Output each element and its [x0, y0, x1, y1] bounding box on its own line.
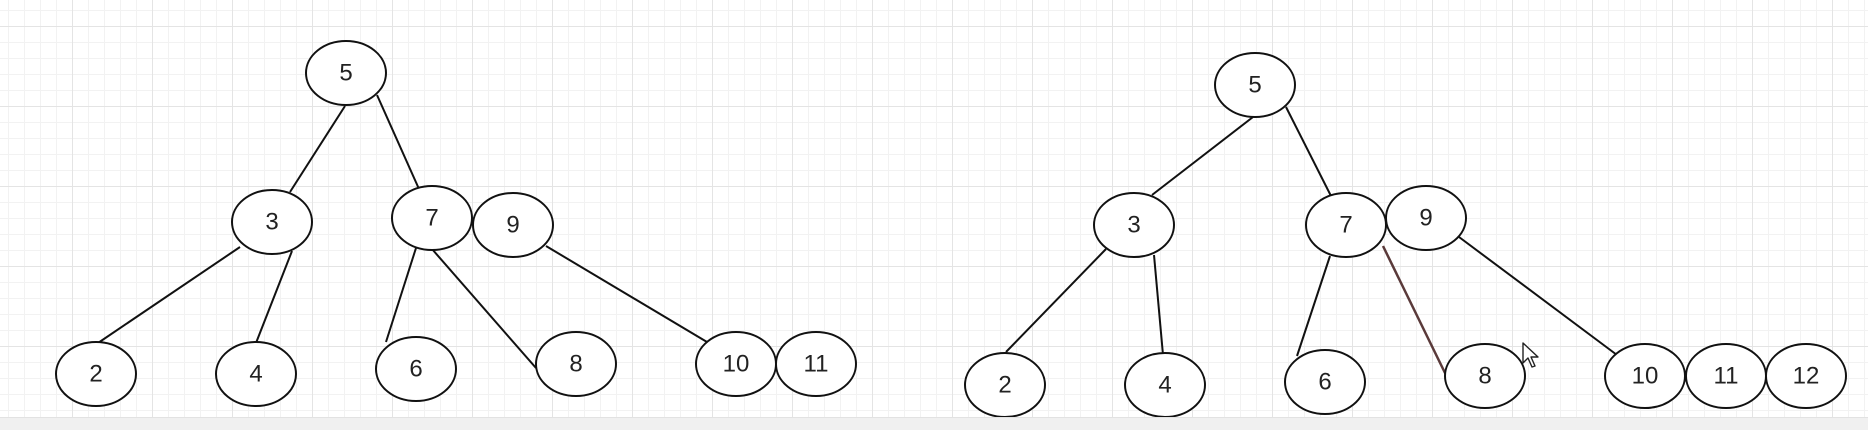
edge-5-7	[1285, 106, 1332, 197]
svg-text:12: 12	[1793, 363, 1820, 390]
tree-node: 11	[1685, 343, 1767, 409]
left-tree-nodes: 5 3 7 9 2 4 6 8 10 11	[55, 40, 857, 407]
tree-node: 8	[535, 331, 617, 397]
tree-node: 3	[231, 189, 313, 255]
tree-node: 5	[305, 40, 387, 106]
tree-node: 6	[1284, 349, 1366, 415]
svg-text:6: 6	[409, 356, 422, 383]
svg-text:10: 10	[723, 351, 750, 378]
tree-node: 2	[55, 341, 137, 407]
edge-7-6	[385, 247, 417, 343]
tree-node: 4	[215, 341, 297, 407]
edge-9-10	[545, 245, 708, 343]
svg-text:9: 9	[506, 212, 519, 239]
svg-text:3: 3	[1127, 212, 1140, 239]
tree-node: 5	[1214, 52, 1296, 118]
edge-5-3	[1151, 116, 1254, 196]
svg-text:3: 3	[265, 209, 278, 236]
tree-node: 6	[375, 336, 457, 402]
edge-9-10	[1458, 236, 1618, 356]
svg-text:2: 2	[998, 372, 1011, 399]
svg-text:4: 4	[1158, 372, 1171, 399]
edge-3-2	[1005, 248, 1107, 353]
edge-5-7	[376, 94, 420, 190]
edge-3-4	[1153, 254, 1164, 356]
edge-7-6	[1296, 255, 1331, 357]
edge-5-3	[289, 105, 346, 193]
svg-text:2: 2	[89, 361, 102, 388]
tree-node: 4	[1124, 352, 1206, 418]
svg-text:7: 7	[425, 205, 438, 232]
mouse-cursor-icon	[1522, 342, 1539, 368]
svg-text:6: 6	[1318, 369, 1331, 396]
svg-text:10: 10	[1632, 363, 1659, 390]
edge-7-8	[431, 248, 537, 369]
left-tree-edges	[97, 94, 708, 369]
right-tree-nodes: 5 3 7 9 2 4 6 8 10 11 12	[964, 52, 1847, 418]
svg-text:4: 4	[249, 361, 262, 388]
edge-3-2	[97, 246, 241, 344]
tree-node: 7	[391, 185, 473, 251]
svg-text:5: 5	[339, 60, 352, 87]
tree-node: 11	[775, 331, 857, 397]
tree-node: 12	[1765, 343, 1847, 409]
svg-text:11: 11	[804, 351, 829, 378]
canvas-bottom-bar	[0, 417, 1868, 430]
tree-node: 9	[472, 192, 554, 258]
svg-text:5: 5	[1248, 72, 1261, 99]
tree-node: 3	[1093, 192, 1175, 258]
right-tree-edges	[1005, 106, 1618, 376]
svg-text:7: 7	[1339, 212, 1352, 239]
tree-node: 9	[1385, 185, 1467, 251]
svg-text:11: 11	[1714, 363, 1739, 390]
edge-7-8	[1381, 245, 1448, 376]
tree-node: 7	[1305, 192, 1387, 258]
tree-node: 2	[964, 352, 1046, 418]
tree-node: 10	[695, 331, 777, 397]
tree-node: 10	[1604, 343, 1686, 409]
svg-text:8: 8	[1478, 363, 1491, 390]
svg-text:8: 8	[569, 351, 582, 378]
svg-text:9: 9	[1419, 205, 1432, 232]
edge-3-4	[255, 250, 293, 344]
tree-node: 8	[1444, 343, 1526, 409]
